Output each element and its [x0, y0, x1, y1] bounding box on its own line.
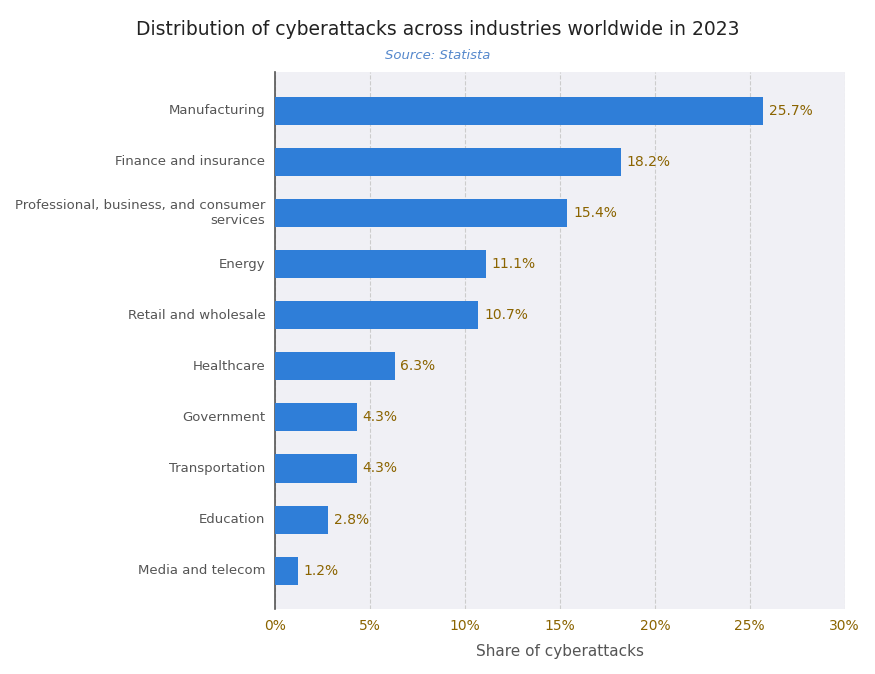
- Text: 1.2%: 1.2%: [304, 563, 339, 578]
- Bar: [275, 506, 328, 534]
- Bar: [275, 250, 486, 278]
- Text: Source: Statista: Source: Statista: [385, 49, 490, 61]
- Bar: [275, 557, 298, 585]
- Bar: [275, 96, 763, 125]
- Text: 11.1%: 11.1%: [492, 257, 536, 271]
- Text: 4.3%: 4.3%: [362, 410, 397, 425]
- X-axis label: Share of cyberattacks: Share of cyberattacks: [476, 644, 644, 659]
- Bar: [275, 148, 620, 176]
- Bar: [275, 403, 357, 431]
- Text: 6.3%: 6.3%: [401, 359, 436, 373]
- Text: 4.3%: 4.3%: [362, 462, 397, 475]
- Bar: [275, 301, 479, 329]
- Text: 2.8%: 2.8%: [334, 513, 369, 526]
- Text: 18.2%: 18.2%: [626, 155, 670, 169]
- Bar: [275, 199, 568, 227]
- Bar: [275, 353, 395, 380]
- Text: 15.4%: 15.4%: [573, 206, 617, 220]
- Text: 25.7%: 25.7%: [769, 104, 813, 118]
- Text: 10.7%: 10.7%: [484, 308, 528, 322]
- Text: Distribution of cyberattacks across industries worldwide in 2023: Distribution of cyberattacks across indu…: [136, 20, 739, 39]
- Bar: [275, 454, 357, 483]
